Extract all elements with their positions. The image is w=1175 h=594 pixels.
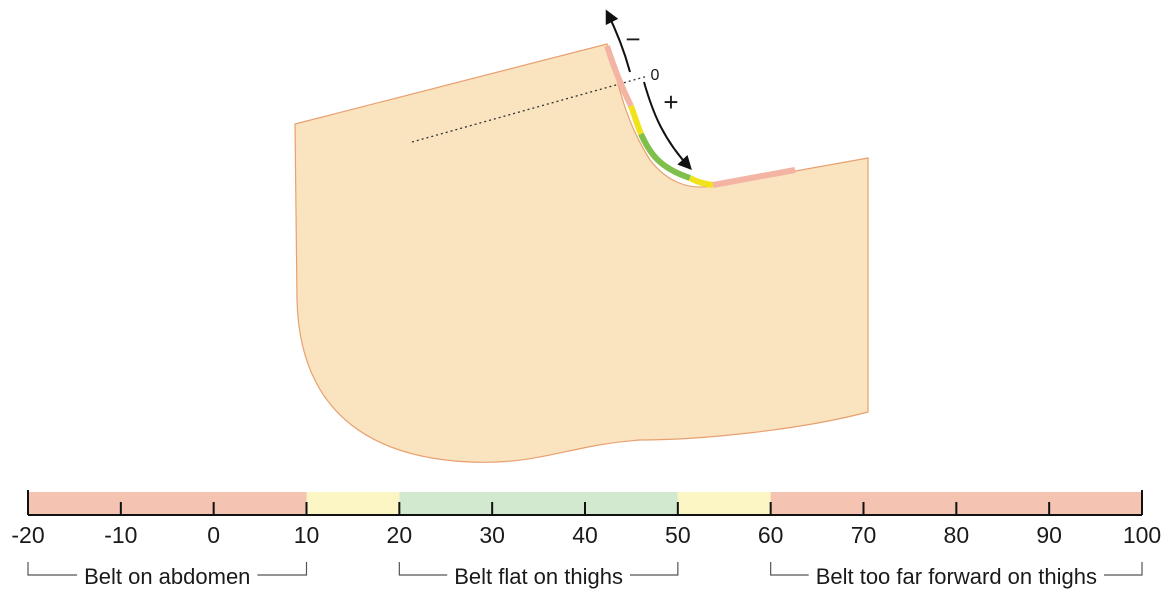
scale-tick-label: 0 bbox=[207, 522, 220, 548]
reference-line bbox=[411, 75, 649, 143]
scale-tick-label: 90 bbox=[1036, 522, 1062, 548]
scale-ticks bbox=[27, 490, 1143, 515]
zone-label-group-2: Belt too far forward on thighs bbox=[770, 562, 1143, 589]
zero-label: 0 bbox=[651, 67, 660, 84]
zone-label: Belt flat on thighs bbox=[454, 564, 623, 589]
scale-tick-label: 60 bbox=[758, 522, 784, 548]
zone-label-group-0: Belt on abdomen bbox=[27, 562, 308, 589]
plus-label: + bbox=[663, 87, 678, 117]
scale-zone-labels: Belt on abdomen Belt flat on thighs Belt t… bbox=[27, 562, 1143, 589]
minus-direction-arrow bbox=[605, 9, 631, 73]
scale-zone-1 bbox=[306, 492, 400, 515]
belt-segment-yellow-lower bbox=[688, 175, 714, 188]
belt-segment-forward-thighs bbox=[712, 167, 796, 188]
scale-tick-label: -10 bbox=[104, 522, 137, 548]
zone-label: Belt too far forward on thighs bbox=[816, 564, 1097, 589]
zone-bracket-right bbox=[1103, 562, 1143, 576]
scale-tick-label: 30 bbox=[479, 522, 505, 548]
scale-tick-label: -20 bbox=[11, 522, 44, 548]
zone-bracket-left bbox=[398, 562, 448, 576]
zone-label-group-1: Belt flat on thighs bbox=[398, 562, 679, 589]
zone-bracket-left bbox=[27, 562, 78, 576]
scale-zone-0 bbox=[28, 492, 307, 515]
scale-tick-label: 70 bbox=[851, 522, 877, 548]
scale-tick-label: 10 bbox=[294, 522, 320, 548]
belt-segment-flat-thighs bbox=[638, 132, 691, 181]
belt-contact-path bbox=[604, 45, 796, 188]
minus-label: − bbox=[625, 24, 640, 54]
scale-tick-label: 100 bbox=[1123, 522, 1161, 548]
scale-zone-2 bbox=[399, 492, 678, 515]
zone-bracket-left bbox=[770, 562, 809, 576]
zone-bracket-right bbox=[257, 562, 308, 576]
scale-tick-labels: -20 -10 0 10 20 30 40 50 60 70 80 90 100 bbox=[11, 522, 1161, 548]
belt-segment-yellow-upper bbox=[628, 104, 644, 136]
body-silhouette bbox=[294, 43, 869, 463]
scale-tick-label: 80 bbox=[944, 522, 970, 548]
scale-zone-3 bbox=[677, 492, 771, 515]
belt-segment-abdomen bbox=[604, 45, 634, 108]
plus-direction-arrow bbox=[643, 81, 692, 171]
scale-tick-label: 20 bbox=[387, 522, 413, 548]
zone-label: Belt on abdomen bbox=[84, 564, 250, 589]
scale-tick-label: 40 bbox=[572, 522, 598, 548]
position-scale: -20 -10 0 10 20 30 40 50 60 70 80 90 100 Belt on abd… bbox=[11, 490, 1161, 589]
zone-bracket-right bbox=[629, 562, 679, 576]
scale-tick-label: 50 bbox=[665, 522, 691, 548]
